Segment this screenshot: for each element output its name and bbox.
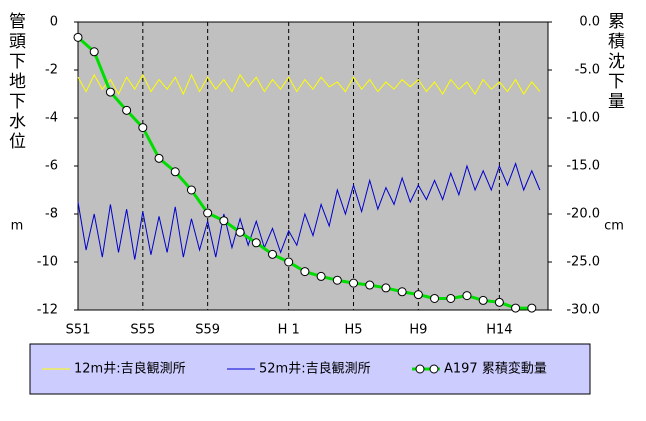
series-marker <box>365 280 375 290</box>
series-marker <box>332 275 342 285</box>
series-marker <box>73 32 83 42</box>
y2-tick-label: -15.0 <box>566 159 600 174</box>
y2-tick-label: -10.0 <box>566 111 600 126</box>
legend-box <box>29 343 591 395</box>
legend-label: A197 累積変動量 <box>444 361 547 377</box>
x-tick-label: H9 <box>409 323 427 338</box>
x-tick-label: S59 <box>195 323 220 338</box>
series-marker <box>527 303 537 313</box>
series-marker <box>170 167 180 177</box>
series-marker <box>235 227 245 237</box>
y2-tick-label: 0.0 <box>579 15 600 30</box>
series-marker <box>478 295 488 305</box>
y-tick-label: -4 <box>45 111 58 126</box>
series-marker <box>284 257 294 267</box>
series-marker <box>89 47 99 57</box>
y-tick-label: -6 <box>45 159 58 174</box>
series-marker <box>316 271 326 281</box>
y2-axis-label: 累積沈下量 <box>604 12 625 112</box>
x-tick-label: S51 <box>66 323 91 338</box>
series-marker <box>186 185 196 195</box>
y-tick-label: -10 <box>37 255 58 270</box>
y-tick-label: -12 <box>37 303 58 318</box>
series-line <box>77 73 541 96</box>
series-marker <box>251 238 261 248</box>
legend-label: 52m井:吉良観測所 <box>259 361 371 377</box>
series-marker <box>267 249 277 259</box>
series-marker <box>462 291 472 301</box>
x-tick-label: H14 <box>486 323 512 338</box>
series-marker <box>446 293 456 303</box>
series-marker <box>105 87 115 97</box>
legend-marker <box>415 364 425 374</box>
plot-area <box>77 21 549 311</box>
y-axis-unit: m <box>11 219 24 234</box>
series-marker <box>300 267 310 277</box>
y2-tick-label: -20.0 <box>566 207 600 222</box>
y-tick-label: 0 <box>50 15 58 30</box>
series-marker <box>511 303 521 313</box>
series-marker <box>430 293 440 303</box>
y-tick-label: -8 <box>45 207 58 222</box>
y2-tick-label: -30.0 <box>566 303 600 318</box>
y-tick-label: -2 <box>45 63 58 78</box>
legend-label: 12m井:吉良観測所 <box>74 361 186 377</box>
series-marker <box>413 290 423 300</box>
y2-tick-label: -25.0 <box>566 255 600 270</box>
series-marker <box>122 105 132 115</box>
series-marker <box>381 283 391 293</box>
series-marker <box>397 287 407 297</box>
legend-marker <box>429 364 439 374</box>
series-marker <box>138 123 148 133</box>
series-line <box>77 162 541 260</box>
y-axis-label: 管頭下地下水位 <box>5 12 26 152</box>
y2-tick-label: -5.0 <box>575 63 600 78</box>
x-tick-label: H5 <box>344 323 362 338</box>
x-tick-label: H 1 <box>278 323 300 338</box>
series-marker <box>219 216 229 226</box>
x-tick-label: S55 <box>130 323 155 338</box>
series-marker <box>154 153 164 163</box>
y2-axis-unit: cm <box>604 219 624 234</box>
series-marker <box>203 208 213 218</box>
series-marker <box>494 297 504 307</box>
series-marker <box>349 278 359 288</box>
